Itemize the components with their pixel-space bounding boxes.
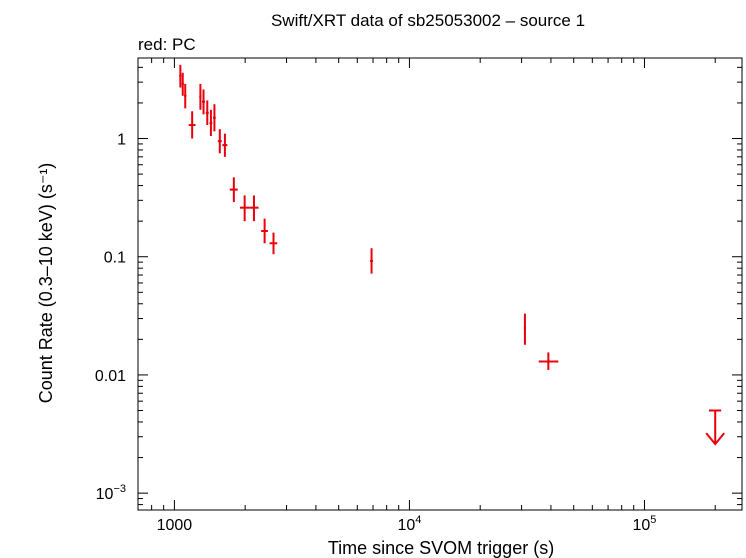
data-point bbox=[205, 100, 209, 126]
data-point bbox=[222, 133, 228, 157]
chart-title: Swift/XRT data of sb25053002 – source 1 bbox=[271, 11, 585, 30]
x-tick-label: 104 bbox=[397, 514, 421, 534]
axis-ticks: 1000 104 105 1 0.1 0.01 10−3 bbox=[95, 58, 742, 534]
data-point bbox=[239, 195, 250, 222]
data-point bbox=[201, 89, 206, 115]
y-tick-label: 10−3 bbox=[96, 483, 126, 503]
data-point bbox=[229, 177, 238, 203]
data-point bbox=[269, 232, 278, 255]
y-axis-label: Count Rate (0.3–10 keV) (s⁻¹) bbox=[36, 163, 56, 404]
upper-limit-arrowhead bbox=[705, 432, 725, 446]
data-point bbox=[217, 129, 222, 154]
data-points bbox=[179, 64, 725, 446]
data-point bbox=[538, 352, 559, 371]
data-point bbox=[523, 313, 526, 345]
data-point bbox=[370, 248, 374, 274]
plot-frame bbox=[137, 57, 743, 511]
data-point bbox=[179, 64, 182, 88]
data-point bbox=[183, 83, 187, 109]
data-point bbox=[209, 109, 213, 137]
x-tick-label: 1000 bbox=[157, 517, 193, 534]
data-point bbox=[261, 218, 268, 244]
data-point bbox=[249, 195, 259, 222]
chart-subtitle: red: PC bbox=[138, 35, 196, 54]
x-axis-label: Time since SVOM trigger (s) bbox=[328, 538, 554, 558]
data-point bbox=[181, 72, 184, 96]
y-tick-label: 1 bbox=[117, 132, 126, 149]
data-point bbox=[213, 104, 216, 132]
data-point bbox=[188, 111, 196, 139]
data-point bbox=[199, 83, 202, 110]
upper-limit bbox=[705, 409, 725, 446]
y-tick-label: 0.1 bbox=[104, 250, 126, 267]
y-tick-label: 0.01 bbox=[95, 368, 126, 385]
x-tick-label: 105 bbox=[633, 514, 657, 534]
